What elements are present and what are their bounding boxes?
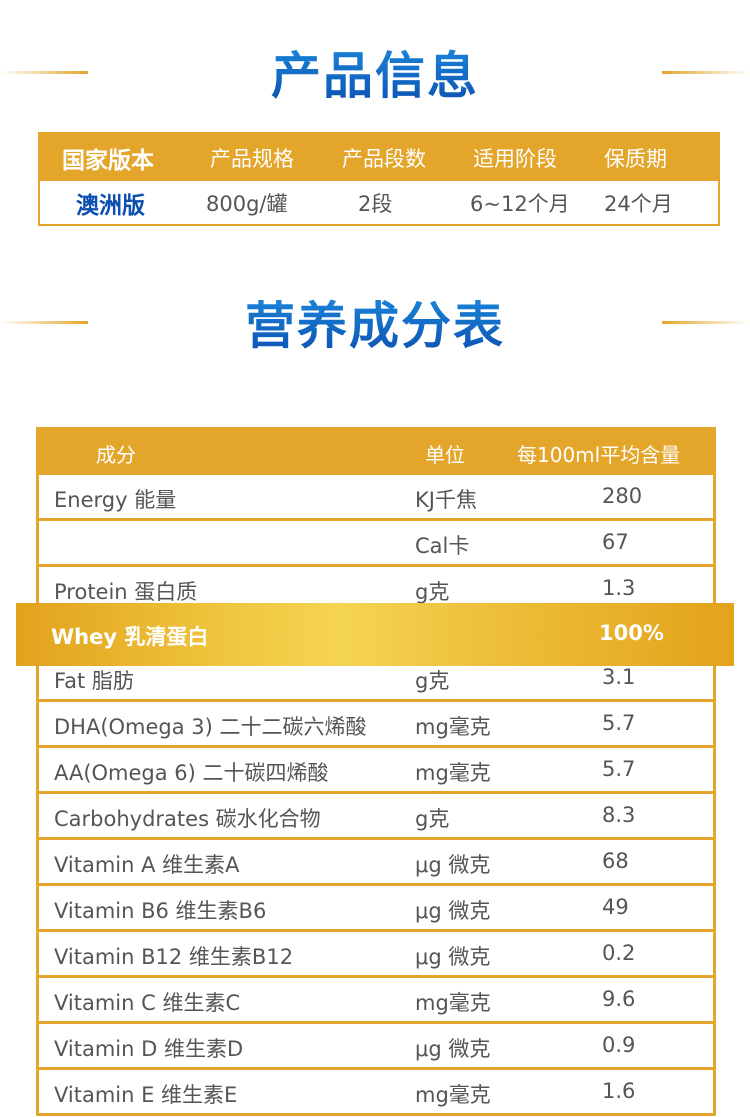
- ingredient-name: DHA(Omega 3) 二十二碳六烯酸: [54, 715, 367, 739]
- product-info-title: 产品信息: [0, 36, 750, 108]
- unit-cell: mg毫克: [415, 1083, 491, 1107]
- header-amount: 每100ml平均含量: [517, 443, 681, 467]
- unit-cell: mg毫克: [415, 715, 491, 739]
- value-country-version: 澳洲版: [76, 192, 145, 219]
- decor-line-right: [662, 71, 750, 74]
- ingredient-name: Whey 乳清蛋白: [51, 625, 209, 649]
- ingredient-name: Fat 脂肪: [54, 669, 134, 693]
- header-spec: 产品规格: [210, 146, 294, 171]
- amount-cell: 5.7: [602, 711, 636, 735]
- table-row: Cal卡 67: [36, 521, 716, 567]
- ingredient-name: Vitamin C 维生素C: [54, 991, 241, 1015]
- product-info-row: 澳洲版 800g/罐 2段 6~12个月 24个月: [40, 181, 718, 224]
- amount-cell: 5.7: [602, 757, 636, 781]
- amount-cell: 67: [602, 530, 629, 554]
- table-row: Vitamin E 维生素E mg毫克 1.6: [36, 1070, 716, 1116]
- table-row: DHA(Omega 3) 二十二碳六烯酸 mg毫克 5.7: [36, 702, 716, 748]
- amount-cell: 1.3: [602, 576, 636, 600]
- unit-cell: Cal卡: [415, 534, 470, 558]
- header-age: 适用阶段: [473, 146, 557, 171]
- ingredient-name: Carbohydrates 碳水化合物: [54, 807, 321, 831]
- value-stage: 2段: [358, 191, 393, 216]
- table-row: Vitamin C 维生素C mg毫克 9.6: [36, 978, 716, 1024]
- unit-cell: g克: [415, 669, 450, 693]
- nutrition-title: 营养成分表: [0, 286, 750, 358]
- ingredient-name: AA(Omega 6) 二十碳四烯酸: [54, 761, 329, 785]
- unit-cell: g克: [415, 580, 450, 604]
- ingredient-name: Protein 蛋白质: [54, 580, 198, 604]
- decor-line-left: [0, 71, 88, 74]
- ingredient-name: Vitamin E 维生素E: [54, 1083, 238, 1107]
- amount-cell: 8.3: [602, 803, 636, 827]
- header-stage: 产品段数: [342, 146, 426, 171]
- amount-cell: 0.9: [602, 1033, 636, 1057]
- unit-cell: μg 微克: [415, 945, 491, 969]
- header-country-version: 国家版本: [62, 147, 154, 174]
- amount-cell: 100%: [599, 621, 664, 645]
- ingredient-name: Energy 能量: [54, 488, 177, 512]
- nutrition-header: 成分 单位 每100ml平均含量: [36, 427, 716, 475]
- amount-cell: 280: [602, 484, 643, 508]
- amount-cell: 68: [602, 849, 629, 873]
- unit-cell: μg 微克: [415, 853, 491, 877]
- table-row: Vitamin B12 维生素B12 μg 微克 0.2: [36, 932, 716, 978]
- table-row: AA(Omega 6) 二十碳四烯酸 mg毫克 5.7: [36, 748, 716, 794]
- unit-cell: mg毫克: [415, 761, 491, 785]
- unit-cell: g克: [415, 807, 450, 831]
- value-age: 6~12个月: [470, 191, 570, 216]
- header-shelf-life: 保质期: [604, 146, 667, 171]
- ingredient-name: Vitamin D 维生素D: [54, 1037, 244, 1061]
- highlight-row: Whey 乳清蛋白 100%: [16, 603, 734, 666]
- header-ingredient: 成分: [96, 443, 136, 467]
- nutrition-rows: Energy 能量 KJ千焦 280 Cal卡 67 Protein 蛋白质 g克 1.3 Wh…: [16, 475, 734, 1116]
- header-unit: 单位: [425, 443, 465, 467]
- amount-cell: 3.1: [602, 665, 636, 689]
- table-row: Carbohydrates 碳水化合物 g克 8.3: [36, 794, 716, 840]
- unit-cell: KJ千焦: [415, 488, 477, 512]
- ingredient-name: Vitamin B12 维生素B12: [54, 945, 294, 969]
- amount-cell: 1.6: [602, 1079, 636, 1103]
- table-row: Vitamin B6 维生素B6 μg 微克 49: [36, 886, 716, 932]
- product-info-table: 国家版本 产品规格 产品段数 适用阶段 保质期 澳洲版 800g/罐 2段 6~…: [38, 132, 720, 226]
- unit-cell: μg 微克: [415, 899, 491, 923]
- table-row: Vitamin A 维生素A μg 微克 68: [36, 840, 716, 886]
- value-spec: 800g/罐: [206, 191, 288, 216]
- amount-cell: 0.2: [602, 941, 636, 965]
- ingredient-name: Vitamin A 维生素A: [54, 853, 240, 877]
- unit-cell: mg毫克: [415, 991, 491, 1015]
- nutrition-table: 成分 单位 每100ml平均含量 Energy 能量 KJ千焦 280 Cal卡 67 P…: [16, 427, 734, 1116]
- table-row: Energy 能量 KJ千焦 280: [36, 475, 716, 521]
- ingredient-name: Vitamin B6 维生素B6: [54, 899, 267, 923]
- decor-line-right-2: [662, 321, 750, 324]
- table-row: Vitamin D 维生素D μg 微克 0.9: [36, 1024, 716, 1070]
- decor-line-left-2: [0, 321, 88, 324]
- amount-cell: 49: [602, 895, 629, 919]
- unit-cell: μg 微克: [415, 1037, 491, 1061]
- value-shelf-life: 24个月: [604, 191, 673, 216]
- amount-cell: 9.6: [602, 987, 636, 1011]
- product-info-header: 国家版本 产品规格 产品段数 适用阶段 保质期: [40, 134, 718, 181]
